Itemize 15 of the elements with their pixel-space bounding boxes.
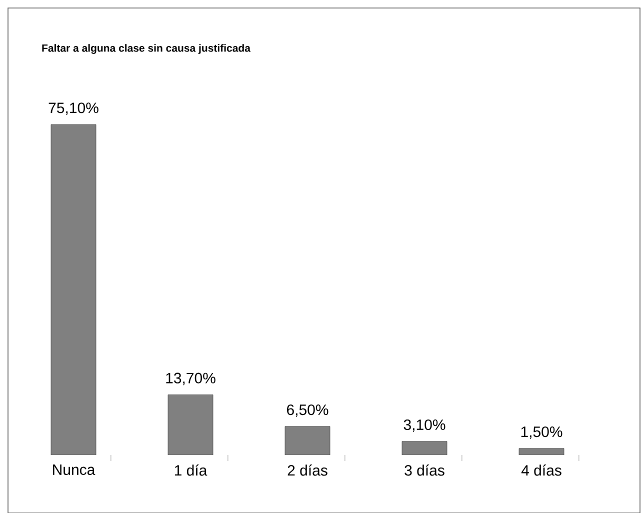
x-tick-label: 1 día — [174, 464, 208, 476]
bar — [402, 440, 448, 455]
data-label: 1,50% — [521, 426, 562, 439]
data-label: 75,10% — [48, 102, 98, 115]
data-label: 6,50% — [287, 404, 328, 417]
bar — [284, 426, 330, 455]
x-tick-label: 4 días — [521, 464, 562, 476]
x-tick-label: 3 días — [404, 464, 444, 476]
data-label: 13,70% — [166, 372, 216, 385]
x-tick-label: Nunca — [53, 464, 96, 475]
bar — [168, 394, 214, 455]
bar — [50, 124, 96, 455]
x-tick-label: 2 días — [288, 464, 328, 476]
chart-title: Faltar a alguna clase sin causa justificada — [42, 44, 251, 54]
data-label: 3,10% — [404, 419, 446, 432]
